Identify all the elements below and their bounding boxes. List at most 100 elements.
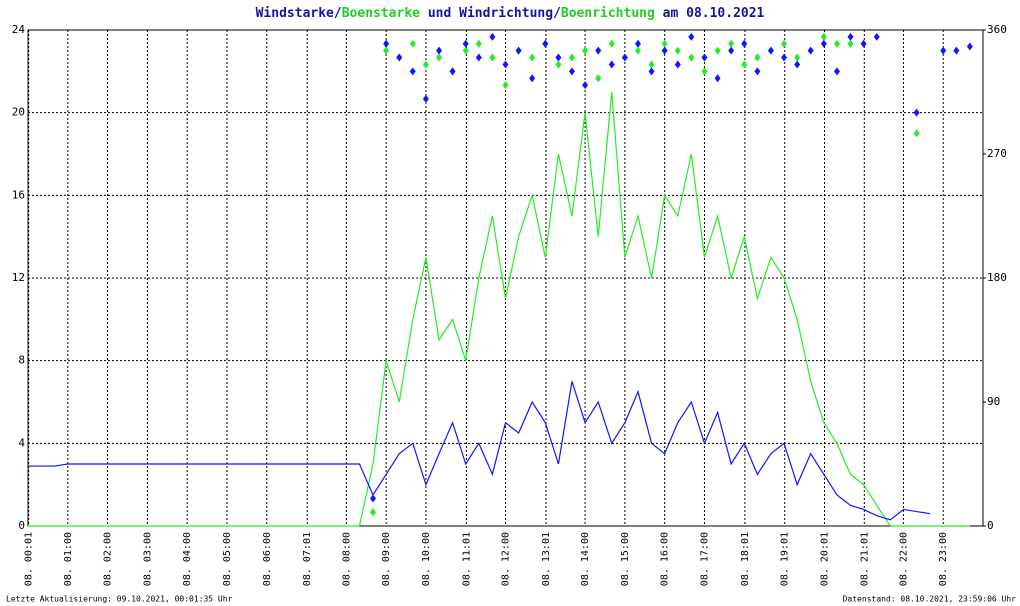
direction-dot xyxy=(674,46,681,55)
direction-dot xyxy=(621,53,628,62)
direction-dot xyxy=(422,94,429,103)
chart-title: Windstarke/Boenstarke und Windrichtung/B… xyxy=(256,6,765,21)
x-tick-label: 08. 14:00 xyxy=(580,532,591,586)
direction-dot xyxy=(568,67,575,76)
title-part: am 08.10.2021 xyxy=(655,6,765,21)
direction-dot xyxy=(422,60,429,69)
direction-dot xyxy=(462,39,469,48)
direction-dot xyxy=(860,39,867,48)
direction-dot xyxy=(462,46,469,55)
direction-dot xyxy=(754,67,761,76)
direction-dot xyxy=(502,60,509,69)
direction-dot xyxy=(847,39,854,48)
x-tick-label: 08. 16:00 xyxy=(660,532,671,586)
direction-dot xyxy=(781,39,788,48)
x-tick-label: 08. 15:00 xyxy=(620,532,631,586)
direction-dot xyxy=(648,60,655,69)
footer-right: Datenstand: 08.10.2021, 23:59:06 Uhr xyxy=(843,595,1017,604)
y-tick-label: 0 xyxy=(18,519,25,532)
direction-dot xyxy=(409,39,416,48)
direction-dot xyxy=(833,39,840,48)
x-tick-label: 08. 17:00 xyxy=(699,532,710,586)
direction-dot xyxy=(688,53,695,62)
series-line xyxy=(28,381,931,521)
x-tick-label: 08. 22:00 xyxy=(898,532,909,586)
y2-tick-label: 360 xyxy=(987,23,1007,36)
direction-dot xyxy=(913,129,920,138)
direction-dot xyxy=(648,67,655,76)
x-tick-label: 08. 00:01 xyxy=(24,532,35,586)
direction-dot xyxy=(582,46,589,55)
direction-dot xyxy=(781,53,788,62)
direction-dot xyxy=(542,39,549,48)
direction-dot xyxy=(475,53,482,62)
y-tick-label: 16 xyxy=(12,188,25,201)
direction-dot xyxy=(515,46,522,55)
direction-dot xyxy=(436,53,443,62)
y-tick-label: 20 xyxy=(12,106,25,119)
direction-dot xyxy=(502,81,509,90)
direction-dot xyxy=(953,46,960,55)
direction-dot xyxy=(489,32,496,41)
title-part: / xyxy=(553,6,561,21)
x-tick-label: 08. 06:00 xyxy=(262,532,273,586)
title-part: / xyxy=(334,6,342,21)
title-series: Boenrichtung xyxy=(561,6,655,21)
direction-dot xyxy=(409,67,416,76)
direction-dot xyxy=(595,46,602,55)
x-tick-label: 08. 01:00 xyxy=(63,532,74,586)
x-tick-label: 08. 02:00 xyxy=(103,532,114,586)
direction-dot xyxy=(820,32,827,41)
direction-dot xyxy=(369,508,376,517)
direction-dot xyxy=(741,39,748,48)
direction-dot xyxy=(701,67,708,76)
direction-dot xyxy=(661,39,668,48)
x-tick-label: 08. 21:01 xyxy=(859,532,870,586)
series-line xyxy=(28,91,970,527)
x-tick-label: 08. 09:00 xyxy=(381,532,392,586)
x-tick-label: 08. 18:01 xyxy=(740,532,751,586)
direction-dot xyxy=(568,53,575,62)
x-tick-label: 08. 10:00 xyxy=(421,532,432,586)
x-tick-label: 08. 20:01 xyxy=(820,532,831,586)
direction-dot xyxy=(701,53,708,62)
title-series: Windstarke xyxy=(256,6,334,21)
direction-dot xyxy=(608,39,615,48)
y2-tick-label: 270 xyxy=(987,147,1007,160)
direction-dot xyxy=(847,32,854,41)
direction-dot xyxy=(794,60,801,69)
y2-tick-label: 0 xyxy=(987,519,994,532)
direction-dot xyxy=(582,81,589,90)
direction-dot xyxy=(728,46,735,55)
direction-dot xyxy=(635,46,642,55)
direction-dot xyxy=(661,46,668,55)
direction-dot xyxy=(674,60,681,69)
direction-dot xyxy=(714,46,721,55)
title-series: Windrichtung xyxy=(459,6,553,21)
y-tick-label: 8 xyxy=(18,354,25,367)
direction-dot xyxy=(714,74,721,83)
direction-dot xyxy=(396,53,403,62)
x-tick-label: 08. 23:00 xyxy=(938,532,949,586)
direction-dot xyxy=(555,60,562,69)
direction-dot xyxy=(754,53,761,62)
y2-tick-label: 90 xyxy=(987,395,1000,408)
title-part: und xyxy=(420,6,459,21)
x-tick-label: 08. 19:01 xyxy=(780,532,791,586)
direction-dot xyxy=(383,39,390,48)
direction-dot xyxy=(833,67,840,76)
direction-dot xyxy=(807,46,814,55)
direction-dot xyxy=(767,46,774,55)
direction-dot xyxy=(688,32,695,41)
direction-dot xyxy=(635,39,642,48)
direction-dot xyxy=(595,74,602,83)
direction-dot xyxy=(728,39,735,48)
direction-dot xyxy=(383,46,390,55)
direction-dot xyxy=(529,53,536,62)
x-tick-label: 08. 03:00 xyxy=(142,532,153,586)
direction-dot xyxy=(369,494,376,503)
direction-dot xyxy=(475,39,482,48)
direction-dot xyxy=(608,60,615,69)
